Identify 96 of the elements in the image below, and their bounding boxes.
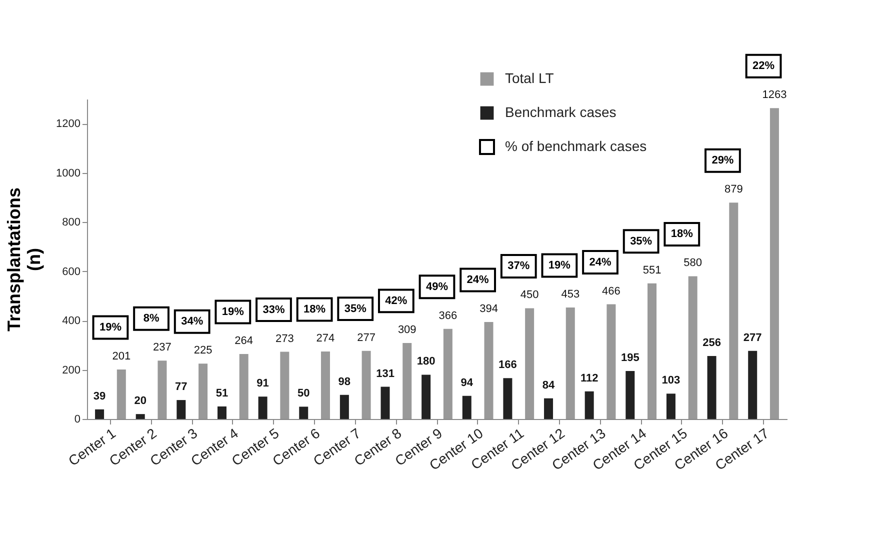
bar xyxy=(198,364,208,419)
bar xyxy=(136,414,145,419)
data-label: 180 xyxy=(416,356,436,368)
annotation: 37% xyxy=(508,260,530,272)
bar xyxy=(320,352,330,419)
data-label: 98 xyxy=(338,376,351,388)
data-label: 450 xyxy=(520,289,539,302)
data-label: 274 xyxy=(316,332,335,345)
bar xyxy=(566,307,575,419)
bar xyxy=(688,276,698,419)
bar xyxy=(707,356,716,419)
data-label: 39 xyxy=(93,390,106,402)
data-label: 77 xyxy=(175,381,188,394)
annotation: 33% xyxy=(262,304,285,316)
annotation: 19% xyxy=(548,259,571,272)
data-label: 237 xyxy=(153,342,172,354)
annotation: 34% xyxy=(181,316,204,328)
annotation: 24% xyxy=(589,256,612,268)
bar xyxy=(729,202,738,419)
bar xyxy=(584,391,594,419)
bar xyxy=(503,378,512,419)
data-label: 201 xyxy=(112,350,131,363)
y-tick-label: 800 xyxy=(62,216,80,229)
bar xyxy=(648,283,657,419)
data-label: 1263 xyxy=(762,89,787,102)
annotation: 18% xyxy=(304,304,326,316)
bar xyxy=(626,371,635,419)
annotation: 24% xyxy=(466,274,490,286)
annotation: 19% xyxy=(99,322,122,334)
data-label: 112 xyxy=(580,372,598,384)
bar xyxy=(443,328,452,419)
bar xyxy=(770,108,779,419)
data-label: 256 xyxy=(702,336,721,349)
annotation: 49% xyxy=(426,280,448,293)
bar xyxy=(280,352,290,419)
y-axis-title: Transplantations (n) xyxy=(4,187,44,332)
bar xyxy=(362,350,371,419)
bar xyxy=(666,394,676,419)
annotation: 42% xyxy=(385,294,408,307)
data-label: 51 xyxy=(216,387,228,400)
legend-label: Benchmark cases xyxy=(505,104,616,120)
annotation: 18% xyxy=(670,228,694,240)
data-label: 277 xyxy=(357,332,376,344)
bar xyxy=(462,396,472,419)
bar xyxy=(402,342,412,419)
data-label: 50 xyxy=(297,388,310,400)
data-label: 103 xyxy=(662,374,680,387)
y-tick-label: 0 xyxy=(74,414,80,426)
y-tick-label: 1200 xyxy=(56,118,80,130)
data-label: 879 xyxy=(724,184,743,196)
data-label: 264 xyxy=(234,335,254,348)
annotation: 35% xyxy=(630,235,652,248)
bar xyxy=(217,406,226,419)
data-label: 394 xyxy=(480,303,498,316)
annotation: % of benchmark cases xyxy=(505,138,647,154)
data-label: 84 xyxy=(542,379,556,392)
data-label: 91 xyxy=(256,378,269,390)
data-label: 20 xyxy=(134,395,146,408)
bar xyxy=(116,370,126,419)
data-label: 580 xyxy=(684,257,702,270)
data-label: 225 xyxy=(194,344,212,357)
data-label: 551 xyxy=(642,264,662,276)
data-label: 195 xyxy=(620,352,640,364)
data-label: 131 xyxy=(376,368,394,380)
data-label: 466 xyxy=(602,285,620,298)
bar xyxy=(158,360,167,419)
annotation: 19% xyxy=(222,306,244,318)
y-tick-label: 200 xyxy=(62,364,80,376)
bar xyxy=(258,396,268,419)
data-label: 309 xyxy=(398,324,416,336)
annotation: 29% xyxy=(712,154,734,167)
bar xyxy=(299,406,308,419)
y-tick-label: 400 xyxy=(62,315,80,328)
bar xyxy=(525,308,534,419)
data-label: 166 xyxy=(498,359,517,372)
data-label: 273 xyxy=(275,332,294,345)
bar xyxy=(380,386,390,419)
data-label: 94 xyxy=(460,376,474,389)
bar xyxy=(606,304,616,419)
legend-label: Total LT xyxy=(505,70,554,86)
bar xyxy=(484,322,494,419)
y-tick-label: 600 xyxy=(62,266,80,278)
bar xyxy=(544,398,554,419)
bar xyxy=(748,350,758,419)
y-tick-label: 1000 xyxy=(56,167,80,180)
bar xyxy=(95,409,104,419)
data-label: 366 xyxy=(438,310,458,322)
bar xyxy=(176,400,186,419)
annotation: 35% xyxy=(344,302,367,315)
annotation: 8% xyxy=(143,312,160,325)
text: 22% xyxy=(752,60,775,72)
bar xyxy=(422,374,431,419)
bar xyxy=(239,354,248,419)
data-label: 277 xyxy=(743,332,762,344)
data-label: 453 xyxy=(561,288,580,300)
bar xyxy=(340,394,349,419)
